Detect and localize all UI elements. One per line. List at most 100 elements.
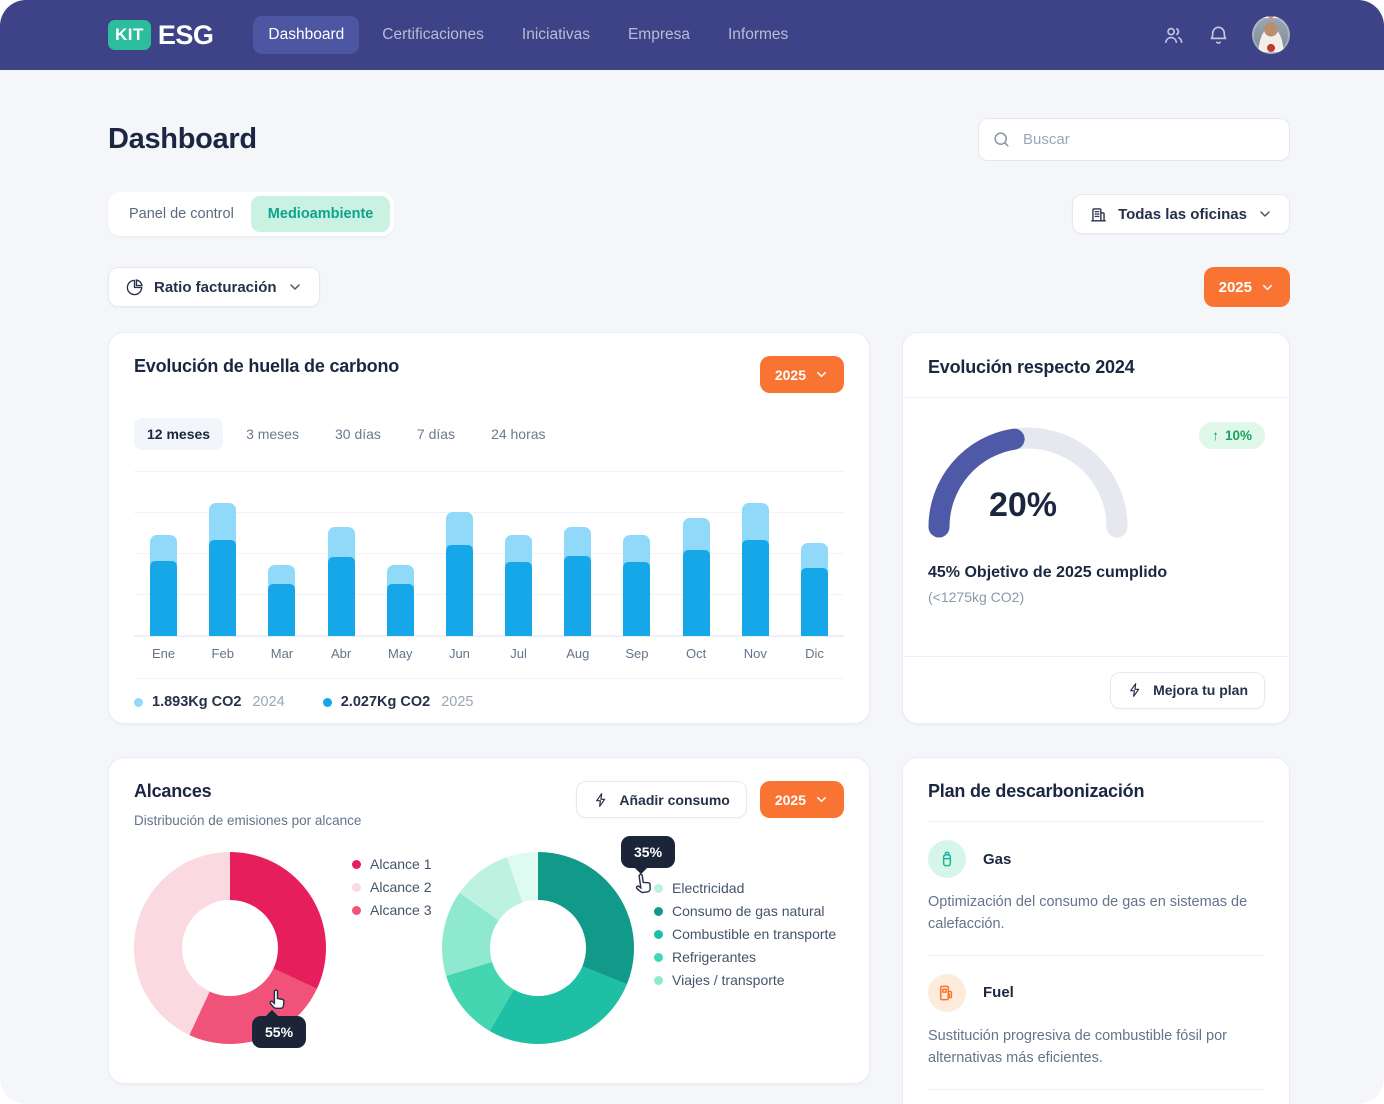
bar-month-label: May bbox=[387, 646, 413, 661]
carbon-year-label: 2025 bbox=[774, 366, 806, 383]
divider bbox=[928, 1088, 1264, 1090]
evolution-card-title: Evolución respecto 2024 bbox=[928, 357, 1135, 377]
donut2-tooltip: 35% bbox=[621, 836, 676, 868]
chevron-down-icon bbox=[1263, 284, 1272, 290]
legend-item-2024: 1.893Kg CO2 2024 bbox=[134, 694, 285, 710]
carbon-year-dropdown[interactable]: 2025 bbox=[759, 356, 844, 393]
add-consumption-label: Añadir consumo bbox=[619, 791, 730, 808]
gas-icon bbox=[942, 851, 952, 867]
users-icon[interactable] bbox=[1162, 24, 1185, 47]
nav-item-informes[interactable]: Informes bbox=[728, 26, 789, 43]
decarbonization-plan-card: Plan de descarbonización Gas Optimizació… bbox=[902, 757, 1290, 1104]
legend-label: Alcance 2 bbox=[370, 879, 432, 895]
range-tabs: 12 meses 3 meses 30 días 7 días 24 horas bbox=[134, 418, 844, 450]
bar-column-Mar[interactable] bbox=[252, 471, 311, 636]
fuel-pump-icon bbox=[940, 985, 953, 1001]
bar-column-May[interactable] bbox=[371, 471, 430, 636]
bar-column-Sep[interactable] bbox=[607, 471, 666, 636]
bar-month-label: Oct bbox=[686, 646, 707, 661]
bar-column-Nov[interactable] bbox=[726, 471, 785, 636]
nav-item-iniciativas[interactable]: Iniciativas bbox=[521, 26, 590, 43]
legend-label: Consumo de gas natural bbox=[672, 903, 825, 919]
nav-item-certificaciones[interactable]: Certificaciones bbox=[382, 26, 484, 43]
bar-chart-plot bbox=[134, 471, 844, 637]
bar-month-label: Ene bbox=[152, 646, 176, 661]
legend-item-gas-natural: Consumo de gas natural bbox=[654, 903, 836, 919]
gauge-progress-arc bbox=[928, 427, 1128, 538]
emisiones-donut-chart[interactable] bbox=[442, 852, 634, 1044]
bar-chart-legend: 1.893Kg CO2 2024 2.027Kg CO2 2025 bbox=[134, 678, 844, 710]
logo-esg-text: ESG bbox=[157, 19, 214, 50]
year-dropdown[interactable]: 2025 bbox=[1203, 267, 1290, 307]
search-box bbox=[978, 118, 1290, 161]
alcances-year-label: 2025 bbox=[774, 791, 806, 808]
navbar: KIT ESG Dashboard Certificaciones Inicia… bbox=[0, 0, 1384, 70]
bar-column-Feb[interactable] bbox=[193, 471, 252, 636]
bar-column-Dic[interactable] bbox=[785, 471, 844, 636]
plan-item-gas: Gas Optimización del consumo de gas en s… bbox=[928, 840, 1264, 936]
bar-column-Ene[interactable] bbox=[134, 471, 193, 636]
user-avatar[interactable] bbox=[1252, 16, 1290, 54]
legend-dot bbox=[654, 883, 663, 893]
bell-icon[interactable] bbox=[1207, 24, 1230, 47]
chevron-down-icon bbox=[817, 796, 826, 803]
app-logo: KIT ESG bbox=[108, 19, 214, 51]
bar-column-Aug[interactable] bbox=[548, 471, 607, 636]
main-nav: Dashboard Certificaciones Iniciativas Em… bbox=[253, 16, 803, 54]
alcances-year-dropdown[interactable]: 2025 bbox=[759, 781, 844, 818]
legend-dot bbox=[654, 975, 663, 985]
bar-column-Jul[interactable] bbox=[489, 471, 548, 636]
range-tab-12-meses[interactable]: 12 meses bbox=[134, 418, 224, 450]
bar-month-label: Nov bbox=[743, 646, 767, 661]
alcances-card-subtitle: Distribución de emisiones por alcance bbox=[134, 813, 362, 828]
chevron-down-icon bbox=[817, 371, 826, 378]
plan-item-description: Sustitución progresiva de combustible fó… bbox=[928, 1027, 1228, 1067]
bar-column-Jun[interactable] bbox=[430, 471, 489, 636]
bar-column-Oct[interactable] bbox=[667, 471, 726, 636]
nav-item-empresa[interactable]: Empresa bbox=[627, 26, 690, 43]
ratio-dropdown[interactable]: Ratio facturación bbox=[108, 267, 320, 307]
tab-medioambiente[interactable]: Medioambiente bbox=[250, 196, 391, 232]
progress-gauge bbox=[928, 426, 1128, 538]
alcances-card: Alcances Distribución de emisiones por a… bbox=[108, 757, 870, 1084]
legend-dot bbox=[352, 905, 361, 915]
improve-plan-button[interactable]: Mejora tu plan bbox=[1110, 671, 1265, 709]
range-tab-3-meses[interactable]: 3 meses bbox=[246, 426, 299, 442]
lightning-bolt-icon bbox=[1130, 683, 1140, 697]
legend-label: Combustible en transporte bbox=[672, 926, 837, 942]
fuel-icon-circle bbox=[928, 973, 966, 1012]
legend-year-2025: 2025 bbox=[441, 694, 474, 710]
range-tab-7-dias[interactable]: 7 días bbox=[416, 426, 456, 442]
lightning-bolt-icon bbox=[596, 792, 606, 807]
tab-panel-de-control[interactable]: Panel de control bbox=[129, 206, 234, 222]
plan-card-title: Plan de descarbonización bbox=[928, 781, 1145, 801]
legend-value-2024: 1.893Kg CO2 bbox=[152, 694, 242, 710]
range-tab-24-horas[interactable]: 24 horas bbox=[491, 426, 546, 442]
legend-item-alcance-3: Alcance 3 bbox=[352, 902, 431, 918]
legend-dot-2025 bbox=[322, 697, 332, 707]
gauge-value: 20% bbox=[988, 486, 1058, 524]
bar-column-Abr[interactable] bbox=[312, 471, 371, 636]
bar-month-label: Jun bbox=[448, 646, 470, 661]
bar-month-label: Sep bbox=[625, 646, 649, 661]
add-consumption-button[interactable]: Añadir consumo bbox=[576, 781, 747, 818]
bar-month-label: Dic bbox=[805, 646, 824, 661]
carbon-evolution-card: Evolución de huella de carbono 2025 12 m… bbox=[108, 332, 870, 724]
alcances-card-title: Alcances bbox=[134, 781, 212, 801]
chevron-down-icon bbox=[1260, 211, 1270, 217]
alcances-donut-chart[interactable] bbox=[134, 852, 326, 1044]
nav-item-dashboard[interactable]: Dashboard bbox=[253, 16, 360, 54]
bar-month-label: Jul bbox=[510, 646, 527, 661]
legend-dot bbox=[352, 859, 361, 869]
offices-dropdown[interactable]: Todas las oficinas bbox=[1072, 194, 1290, 234]
plan-item-description: Optimización del consumo de gas en siste… bbox=[928, 894, 1248, 933]
carbon-card-title: Evolución de huella de carbono bbox=[134, 356, 400, 376]
cursor-hand-icon bbox=[269, 989, 285, 1010]
goal-subtitle: (<1275kg CO2) bbox=[928, 589, 1025, 605]
range-tab-30-dias[interactable]: 30 días bbox=[334, 426, 381, 442]
ratio-dropdown-label: Ratio facturación bbox=[154, 278, 277, 296]
legend-dot bbox=[352, 882, 361, 892]
page-title: Dashboard bbox=[108, 123, 257, 155]
search-input[interactable] bbox=[978, 118, 1290, 161]
